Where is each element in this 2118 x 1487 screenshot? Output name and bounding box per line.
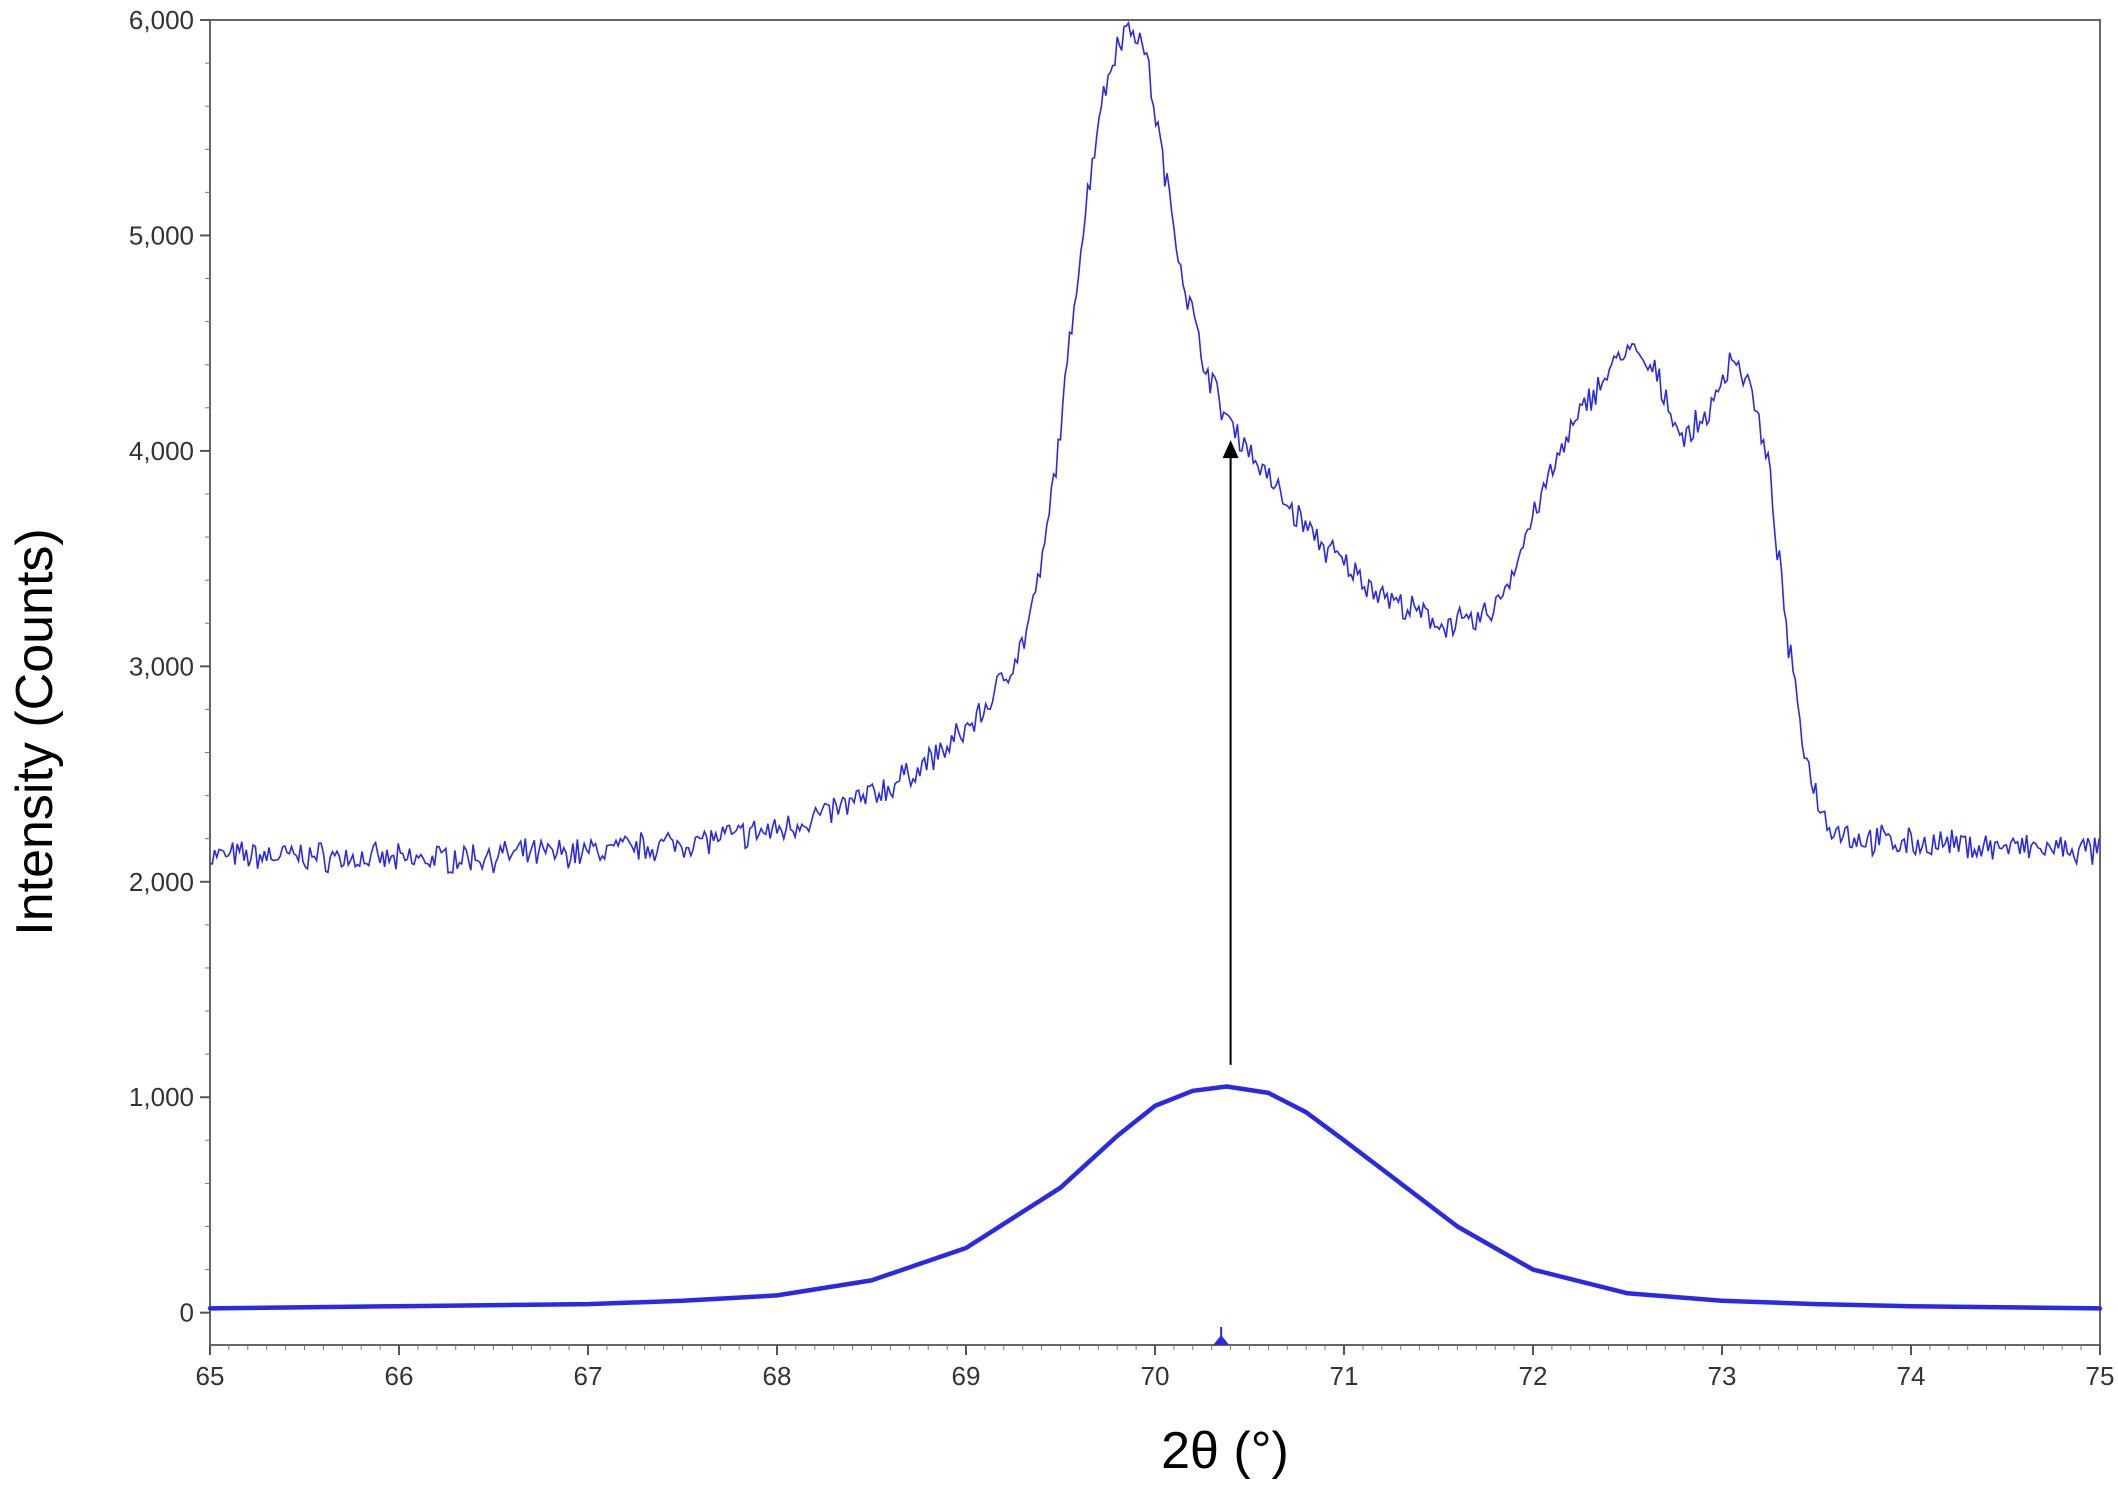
series-layer xyxy=(207,20,2103,1311)
series-line-fitted-peak xyxy=(207,1084,2103,1311)
y-tick-label: 4,000 xyxy=(129,436,194,466)
y-tick-label: 2,000 xyxy=(129,867,194,897)
y-tick-label: 3,000 xyxy=(129,651,194,681)
x-tick-label: 74 xyxy=(1897,1361,1926,1391)
x-axis-ticks: 65 66 67 68 69 70 71 72 73 74 75 xyxy=(196,1345,2115,1391)
x-tick-label: 68 xyxy=(763,1361,792,1391)
x-tick-label: 66 xyxy=(385,1361,414,1391)
x-tick-label: 71 xyxy=(1330,1361,1359,1391)
x-tick-label: 67 xyxy=(574,1361,603,1391)
x-tick-label: 69 xyxy=(952,1361,981,1391)
x-tick-label: 72 xyxy=(1519,1361,1548,1391)
y-tick-label: 1,000 xyxy=(129,1082,194,1112)
shift-arrow-head xyxy=(1222,440,1239,459)
y-tick-label: 6,000 xyxy=(129,5,194,35)
y-axis-ticks: 0 1,000 2,000 3,000 4,000 5,000 6,000 xyxy=(129,5,210,1328)
peak-marker-icon xyxy=(1213,1335,1230,1345)
x-tick-label: 73 xyxy=(1708,1361,1737,1391)
y-tick-label: 0 xyxy=(180,1298,194,1328)
x-tick-label: 70 xyxy=(1141,1361,1170,1391)
series-line-diffraction-pattern xyxy=(209,20,2100,874)
x-tick-label: 65 xyxy=(196,1361,225,1391)
x-tick-label: 75 xyxy=(2086,1361,2115,1391)
x-axis-title: 2θ (°) xyxy=(1161,1422,1289,1480)
annotation-layer xyxy=(1213,440,1239,1345)
y-tick-label: 5,000 xyxy=(129,220,194,250)
plot-area xyxy=(209,19,2101,1346)
y-axis-title: Intensity (Counts) xyxy=(6,528,64,936)
